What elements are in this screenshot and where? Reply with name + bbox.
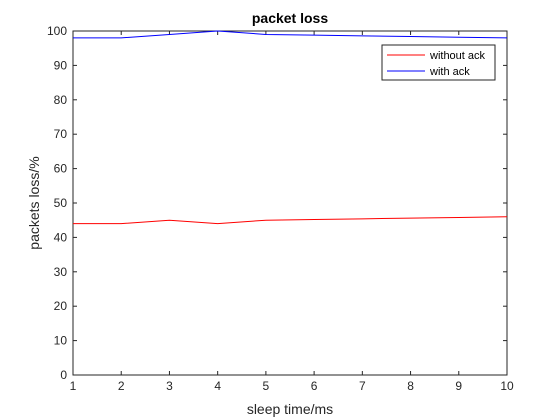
y-tick-label: 40 xyxy=(54,230,68,244)
y-axis-label: packets loss/% xyxy=(26,156,42,249)
legend-box xyxy=(381,44,496,81)
x-tick-label: 3 xyxy=(166,379,173,393)
x-tick-label: 8 xyxy=(407,379,414,393)
chart-title: packet loss xyxy=(252,10,328,26)
x-axis-label: sleep time/ms xyxy=(247,401,333,417)
x-tick-label: 7 xyxy=(359,379,366,393)
y-tick-label: 90 xyxy=(54,58,68,72)
y-tick-label: 10 xyxy=(54,334,68,348)
x-tick-label: 4 xyxy=(214,379,221,393)
y-tick-label: 50 xyxy=(54,196,68,210)
x-tick-label: 10 xyxy=(500,379,514,393)
y-tick-label: 20 xyxy=(54,299,68,313)
y-tick-label: 0 xyxy=(60,368,67,382)
legend-label-without-ack: without ack xyxy=(429,50,486,62)
x-tick-label: 1 xyxy=(70,379,77,393)
y-tick-label: 30 xyxy=(54,265,68,279)
y-tick-label: 70 xyxy=(54,127,68,141)
x-tick-label: 5 xyxy=(263,379,270,393)
x-tick-label: 6 xyxy=(311,379,318,393)
y-tick-label: 100 xyxy=(47,24,67,38)
series-lines xyxy=(73,30,508,225)
series-line-without-ack xyxy=(73,216,508,225)
y-tick-label: 60 xyxy=(54,162,68,176)
series-line-with-ack xyxy=(73,30,508,39)
legend-label-with-ack: with ack xyxy=(429,66,470,78)
y-axis: 0 10 20 30 40 50 60 70 80 90 100 xyxy=(47,24,507,382)
x-axis: 1 2 3 4 5 6 7 8 9 10 xyxy=(70,31,514,393)
x-tick-label: 9 xyxy=(455,379,462,393)
plot-area xyxy=(72,30,508,376)
x-tick-label: 2 xyxy=(118,379,125,393)
legend: without ack with ack xyxy=(381,44,496,81)
y-tick-label: 80 xyxy=(54,93,68,107)
